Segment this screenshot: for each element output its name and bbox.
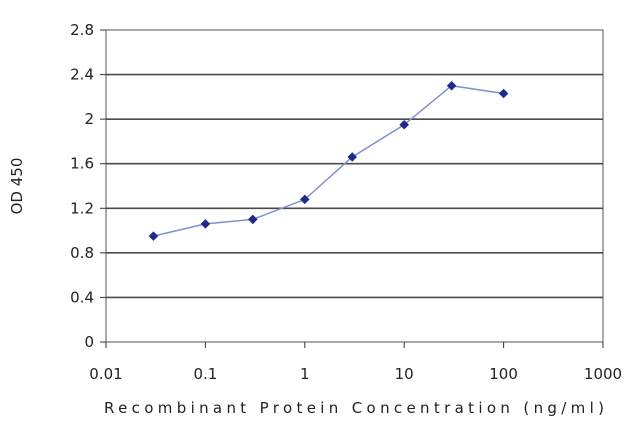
y-axis-title: OD 450 (8, 158, 26, 215)
plot-area (105, 29, 604, 343)
x-tick-labels: 0.01 0.1 1 10 100 1000 (89, 365, 622, 383)
data-points (148, 80, 509, 241)
x-tick-label: 1000 (584, 365, 622, 383)
grid-lines (106, 73, 603, 299)
data-point (300, 194, 310, 205)
data-point (200, 219, 211, 229)
data-point (148, 231, 159, 241)
x-tick-label: 0.01 (89, 365, 122, 383)
x-tick-label: 1 (300, 365, 310, 383)
data-point (248, 214, 258, 225)
data-point (498, 88, 509, 99)
y-tick-label: 0.8 (70, 244, 94, 262)
y-tick-label: 2.4 (70, 66, 94, 84)
series-line (153, 84, 504, 237)
series-lines (153, 84, 504, 237)
y-tick-label: 2.8 (70, 21, 94, 39)
x-tick-label: 0.1 (193, 365, 217, 383)
y-tick-label: 1.2 (70, 199, 94, 217)
y-tick-label: 1.6 (70, 155, 94, 173)
x-tick-label: 10 (395, 365, 414, 383)
y-tick-label: 0 (84, 333, 94, 351)
y-tick-label: 2 (84, 110, 94, 128)
data-point (347, 152, 357, 162)
y-tick-labels: 0 0.4 0.8 1.2 1.6 2 2.4 2.8 (70, 21, 94, 351)
x-tick-label: 100 (489, 365, 518, 383)
y-tick-label: 0.4 (70, 288, 94, 306)
axes (100, 29, 604, 348)
data-point (446, 80, 457, 91)
x-axis-title: Recombinant Protein Concentration (ng/ml… (104, 399, 604, 417)
data-point (399, 119, 409, 130)
